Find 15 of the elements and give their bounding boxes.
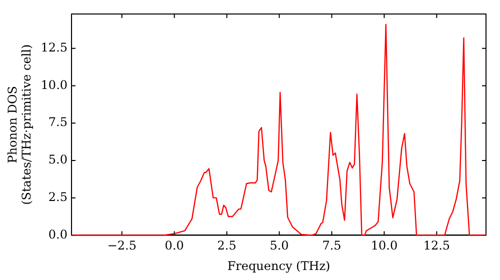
y-tick-label: 5.0 — [48, 152, 68, 167]
y-tick-label: 10.0 — [40, 78, 68, 92]
x-tick-label: 7.5 — [322, 238, 342, 253]
x-tick-label: 12.5 — [423, 238, 450, 253]
y-axis-title: Phonon DOS (States/THz·primitive cell) — [5, 44, 34, 205]
x-tick-label: −2.5 — [107, 238, 136, 253]
y-tick-label: 12.5 — [40, 40, 68, 54]
x-tick-label: 10.0 — [370, 238, 398, 253]
y-tick-label: 0.0 — [48, 227, 68, 242]
x-tick-label: 0.0 — [164, 238, 184, 253]
x-tick-label: 5.0 — [270, 238, 289, 253]
y-tick-label: 2.5 — [48, 190, 68, 204]
x-tick-label: 2.5 — [217, 238, 236, 253]
y-tick-label: 7.5 — [48, 115, 68, 130]
x-axis-title: Frequency (THz) — [227, 258, 330, 273]
